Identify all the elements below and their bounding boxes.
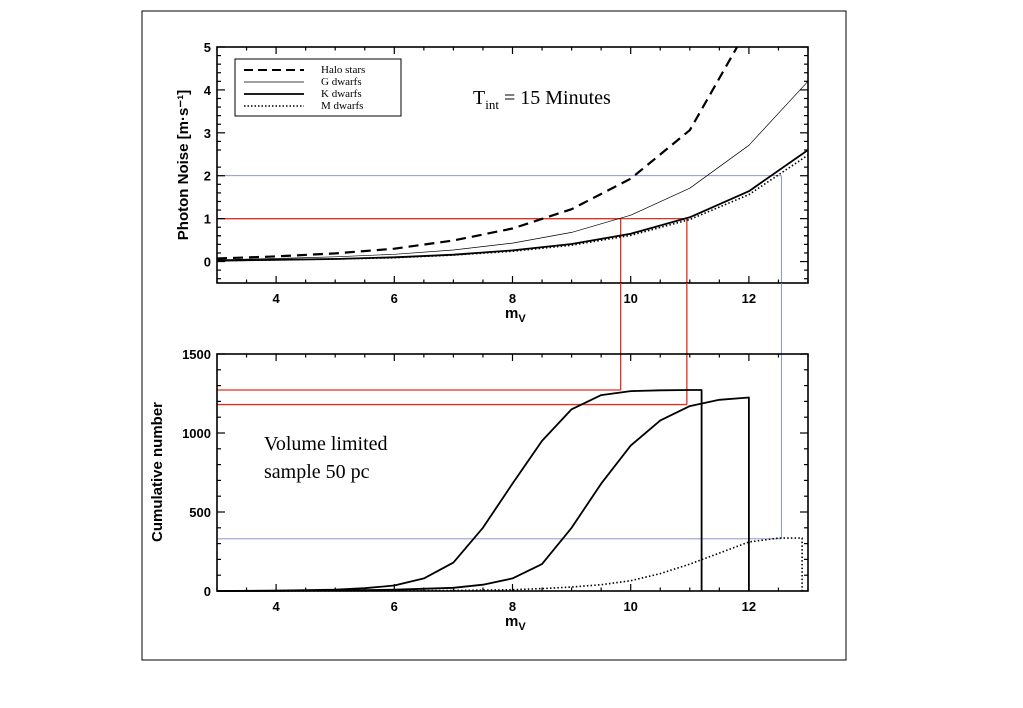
legend-box [234,58,402,117]
y-tick-label: 3 [204,126,211,141]
sample-annotation-line-2: sample 50 pc [264,461,370,483]
x-tick-label: 4 [272,291,280,306]
bottom-y-axis-label: Cumulative number [149,402,166,542]
bottom-series-group [216,389,803,592]
series-line-0-2 [216,149,809,262]
y-tick-label: 5 [204,40,211,55]
series-line-0-1 [216,81,809,261]
top-y-axis-label: Photon Noise [m·s⁻¹] [175,90,192,240]
y-tick-label: 4 [204,83,212,98]
y-tick-label: 1000 [182,426,211,441]
x-tick-label: 10 [623,291,637,306]
y-tick-label: 1 [204,212,211,227]
x-tick-label: 10 [623,599,637,614]
x-tick-label: 4 [272,599,280,614]
integration-time-annotation: Tint = 15 Minutes [473,87,611,112]
legend-label-halo: Halo stars [321,64,365,76]
top-reference-lines [217,175,782,283]
series-line-0-3 [216,154,809,262]
sample-annotation-line-1: Volume limited [264,433,388,455]
legend-label-m: M dwarfs [321,100,363,112]
bottom-ticks: 4 6 8 10 12 0 500 1000 1500 [182,347,809,614]
y-tick-label: 2 [204,169,211,184]
top-x-axis-label: mV [505,305,526,325]
x-tick-label: 12 [742,599,756,614]
series-line-1-0 [216,389,703,592]
x-tick-label: 6 [391,291,398,306]
y-tick-label: 1500 [182,347,211,362]
cumulative-number-panel: 4 6 8 10 12 0 500 1000 1500 Cumulative number mV… [149,283,809,633]
top-series-group [216,46,809,262]
x-tick-label: 6 [391,599,398,614]
legend-label-g: G dwarfs [321,76,362,88]
y-tick-label: 0 [204,255,211,270]
bottom-x-axis-label: mV [505,613,526,633]
y-tick-label: 0 [204,584,211,599]
x-tick-label: 8 [509,599,516,614]
series-line-1-1 [216,396,750,592]
legend: Halo stars G dwarfs K dwarfs M dwarfs [234,58,402,117]
figure-frame [141,10,847,661]
y-tick-label: 500 [189,505,211,520]
series-line-0-0 [216,46,739,260]
legend-label-k: K dwarfs [321,88,362,100]
x-tick-label: 12 [742,291,756,306]
series-line-1-2 [217,537,803,592]
x-tick-label: 8 [509,291,516,306]
bottom-reference-lines [217,283,782,540]
